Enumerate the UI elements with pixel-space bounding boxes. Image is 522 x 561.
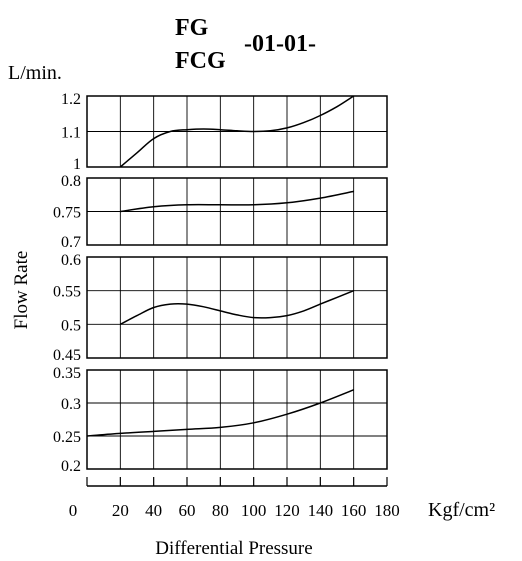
panel-frame xyxy=(86,177,388,246)
panel-frame xyxy=(86,95,388,168)
x-tick-label: 120 xyxy=(274,501,300,520)
panel-2: 0.7 0.75 0.8 xyxy=(53,173,388,251)
x-tick-label: 180 xyxy=(374,501,400,520)
y-tick-label: 0.45 xyxy=(53,347,81,364)
panel-frame xyxy=(86,369,388,470)
x-tick-label: 100 xyxy=(241,501,267,520)
x-tick-label: 40 xyxy=(145,501,162,520)
y-tick-label: 0.8 xyxy=(61,173,81,190)
chart-panels: 11.11.20.70.750.80.450.50.550.60.20.250.… xyxy=(53,91,388,475)
title-model-top: FG xyxy=(175,15,209,41)
y-axis-title: Flow Rate xyxy=(11,251,32,330)
y-tick-label: 0.3 xyxy=(61,396,81,413)
x-tick-label: 160 xyxy=(341,501,367,520)
flow-curve-panel-4 xyxy=(86,389,354,437)
x-tick-label: 0 xyxy=(69,501,78,520)
title-model-bottom: FCG xyxy=(175,48,226,74)
y-tick-label: 0.2 xyxy=(61,458,81,475)
x-unit-label: Kgf/cm² xyxy=(428,499,495,521)
panel-3: 0.45 0.5 0.55 0.6 xyxy=(53,252,388,364)
x-tick-label: 140 xyxy=(308,501,334,520)
chart-title: FG FCG -01-01- xyxy=(175,15,316,74)
panel-4: 0.2 0.25 0.3 0.35 xyxy=(53,365,388,475)
y-tick-label: 0.55 xyxy=(53,284,81,301)
x-axis-title: Differential Pressure xyxy=(155,538,312,559)
flow-curve-panel-1 xyxy=(119,95,355,168)
y-tick-label: 0.6 xyxy=(61,252,81,269)
x-tick-label: 60 xyxy=(179,501,196,520)
y-tick-label: 0.25 xyxy=(53,429,81,446)
y-tick-label: 0.7 xyxy=(61,234,81,251)
y-tick-label: 1.2 xyxy=(61,91,81,108)
x-axis: 0 20 40 60 80 100 120 140 160 180 xyxy=(69,477,400,520)
y-unit-label: L/min. xyxy=(8,62,62,84)
panel-1: 1 1.1 1.2 xyxy=(61,91,388,173)
panel-frame xyxy=(86,256,388,359)
y-tick-label: 0.5 xyxy=(61,317,81,334)
y-tick-label: 1.1 xyxy=(61,125,81,142)
flow-curve-panel-3 xyxy=(119,290,354,325)
flow-curve-panel-2 xyxy=(120,190,354,213)
y-tick-label: 0.75 xyxy=(53,205,81,222)
y-tick-label: 0.35 xyxy=(53,365,81,382)
y-tick-label: 1 xyxy=(73,156,81,173)
x-tick-label: 20 xyxy=(112,501,129,520)
x-tick-label: 80 xyxy=(212,501,229,520)
title-suffix: -01-01- xyxy=(244,31,316,57)
